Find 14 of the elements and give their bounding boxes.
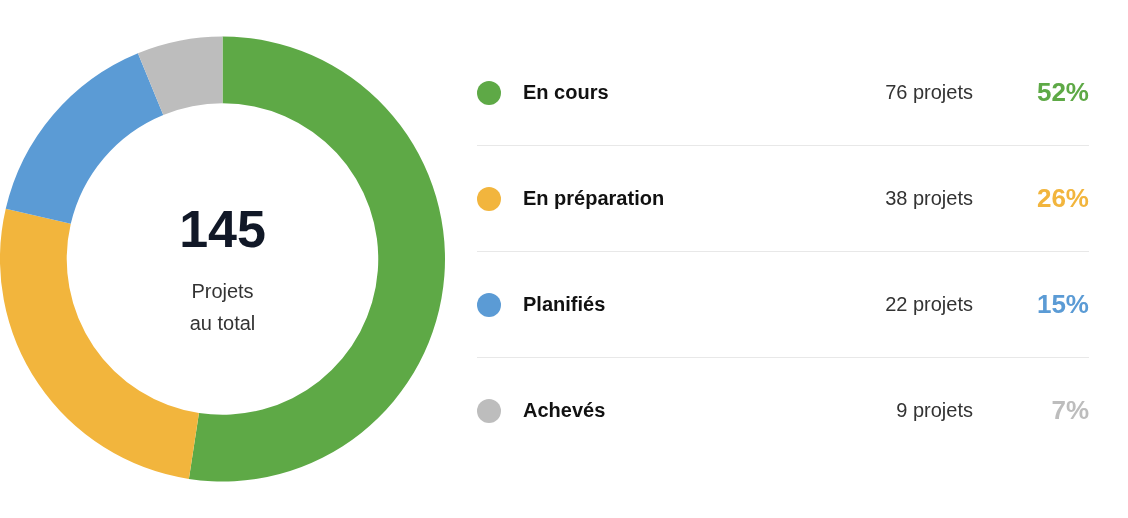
- data-label: 9 projets: [895, 399, 973, 422]
- text: 26%: [1036, 183, 1089, 213]
- legend-label: Achevés: [523, 399, 607, 422]
- text: Projets au total: [189, 279, 256, 334]
- data-label: 76 projets: [884, 81, 973, 104]
- text: 52%: [1036, 77, 1089, 107]
- text: 7%: [1051, 395, 1089, 425]
- text: 15%: [1036, 289, 1089, 319]
- text: 145: [179, 200, 266, 259]
- data-label: 22 projets: [884, 293, 973, 316]
- legend-label: En cours: [523, 81, 610, 104]
- legend-label: En préparation: [523, 187, 666, 210]
- data-label: 38 projets: [884, 187, 973, 210]
- legend-label: Planifiés: [523, 293, 607, 316]
